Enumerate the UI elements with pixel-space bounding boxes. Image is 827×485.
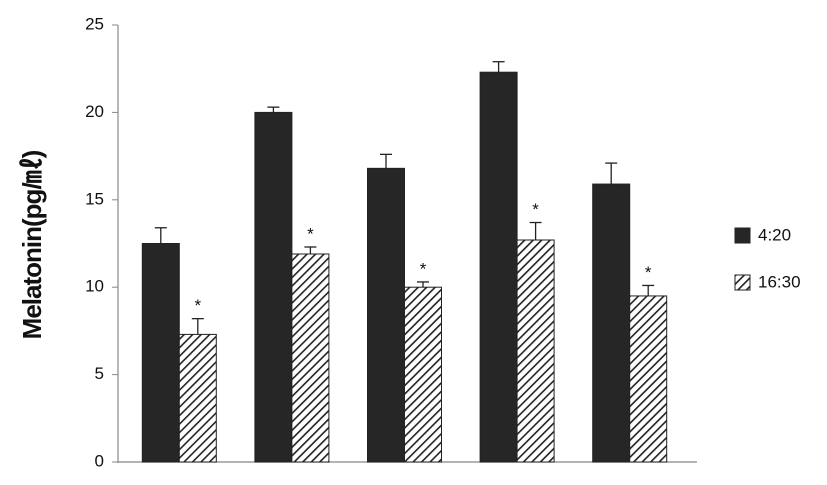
y-tick-label: 0 xyxy=(95,451,104,470)
error-bar xyxy=(267,106,280,113)
y-axis-label: Melatonin(pg/㎖) xyxy=(17,150,47,339)
significance-marker: * xyxy=(194,296,201,315)
bar xyxy=(254,111,293,463)
error-bar xyxy=(492,61,505,73)
legend-label: 16:30 xyxy=(758,272,801,291)
y-tick-label: 15 xyxy=(85,189,104,208)
bar xyxy=(367,167,405,463)
significance-marker: * xyxy=(532,200,539,219)
error-bar xyxy=(191,318,204,335)
significance-marker: * xyxy=(307,224,314,243)
y-tick-label: 10 xyxy=(85,277,104,296)
legend-swatch xyxy=(734,274,751,291)
bar xyxy=(629,295,668,463)
y-tick-label: 20 xyxy=(85,102,104,121)
y-tick-label: 25 xyxy=(85,14,104,33)
error-bar xyxy=(529,221,542,241)
error-bar xyxy=(642,284,655,296)
error-bar xyxy=(304,246,317,254)
legend-swatch xyxy=(734,227,751,244)
error-bar xyxy=(154,227,167,244)
error-bar xyxy=(380,153,392,169)
error-bar xyxy=(417,281,429,288)
significance-marker: * xyxy=(420,259,427,278)
bar xyxy=(404,286,442,463)
legend-label: 4:20 xyxy=(758,225,791,244)
bar xyxy=(479,71,518,463)
bar xyxy=(291,253,330,463)
bar xyxy=(141,243,180,463)
bar xyxy=(592,183,631,463)
error-bar xyxy=(605,162,618,185)
significance-marker: * xyxy=(645,263,652,282)
y-tick-label: 5 xyxy=(95,364,104,383)
bar xyxy=(516,239,555,463)
bar xyxy=(178,333,217,463)
